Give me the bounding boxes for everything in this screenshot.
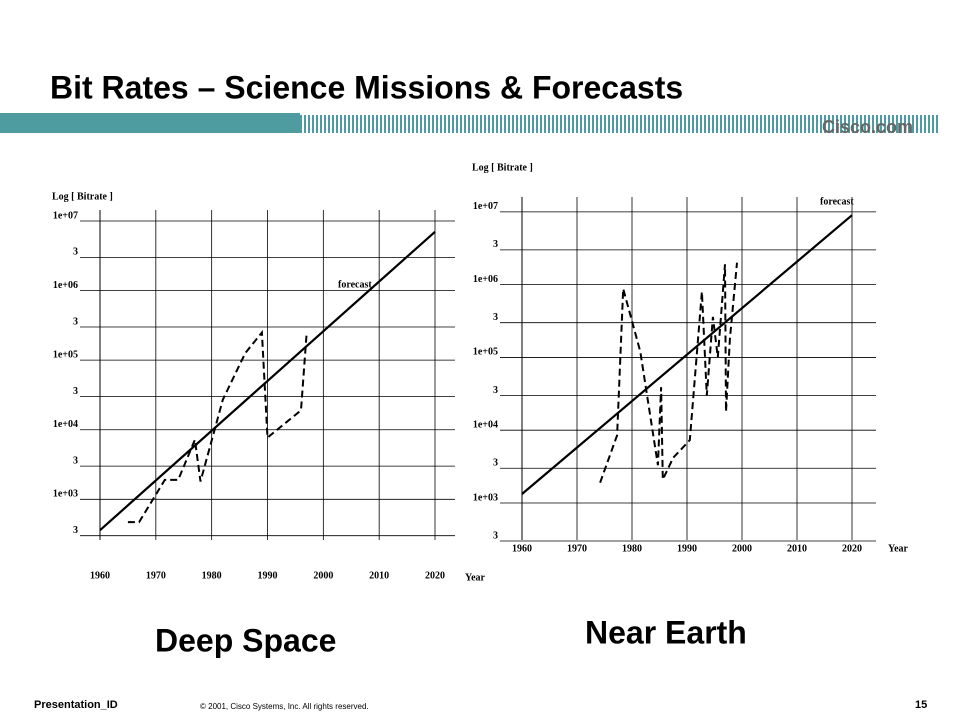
y-tick-label: 1e+04 — [473, 419, 498, 430]
y-tick-label: 3 — [493, 312, 498, 323]
x-tick-label: 2020 — [425, 570, 445, 581]
x-tick-label: 1980 — [202, 570, 222, 581]
x-tick-label: 2000 — [313, 570, 333, 581]
series-annotation: forecast — [338, 279, 372, 290]
charts: 3 1e+03 3 1e+04 3 1e+05 3 1e+06 3 1e+07 1960 1970 19… — [52, 162, 909, 658]
y-tick-label: 3 — [493, 239, 498, 250]
y-tick-label: 1e+06 — [53, 280, 78, 291]
chart-caption: Deep Space — [155, 622, 336, 658]
x-axis-label: Year — [465, 572, 486, 583]
header-stripes — [300, 115, 940, 133]
y-tick-label: 1e+07 — [53, 210, 78, 221]
y-axis-label: Log [ Bitrate ] — [52, 191, 113, 202]
y-tick-label: 1e+03 — [53, 489, 78, 500]
x-tick-label: 2000 — [732, 543, 752, 554]
slide-title: Bit Rates – Science Missions & Forecasts — [50, 69, 683, 105]
x-tick-label: 1980 — [622, 543, 642, 554]
y-tick-label: 3 — [73, 455, 78, 466]
y-axis-label: Log [ Bitrate ] — [472, 162, 533, 173]
series-line — [127, 329, 308, 524]
x-tick-label: 1970 — [146, 570, 166, 581]
x-tick-label: 2010 — [787, 543, 807, 554]
y-tick-label: 1e+07 — [473, 201, 498, 212]
y-tick-label: 3 — [73, 386, 78, 397]
page-number: 15 — [915, 699, 927, 711]
y-tick-label: 1e+05 — [473, 347, 498, 358]
y-tick-label: 3 — [73, 247, 78, 258]
series-line — [521, 214, 853, 495]
x-tick-label: 2020 — [842, 543, 862, 554]
series-annotation: forecast — [820, 196, 854, 207]
y-tick-label: 3 — [493, 458, 498, 469]
y-tick-label: 1e+05 — [53, 349, 78, 360]
header-band — [0, 113, 300, 133]
y-tick-label: 1e+04 — [53, 419, 78, 430]
brand: Cisco.com — [822, 117, 913, 137]
footer-left: Presentation_ID — [34, 699, 118, 711]
x-axis-label: Year — [888, 543, 909, 554]
y-tick-label: 1e+06 — [473, 274, 498, 285]
series-line — [599, 262, 738, 484]
series-line — [99, 230, 436, 532]
x-tick-label: 2010 — [369, 570, 389, 581]
y-tick-label: 3 — [73, 525, 78, 536]
chart-caption: Near Earth — [585, 614, 747, 650]
footer-center: © 2001, Cisco Systems, Inc. All rights r… — [200, 702, 369, 711]
y-tick-label: 3 — [493, 530, 498, 541]
x-tick-label: 1960 — [512, 543, 532, 554]
x-tick-label: 1990 — [677, 543, 697, 554]
y-tick-label: 1e+03 — [473, 492, 498, 503]
x-tick-label: 1970 — [567, 543, 587, 554]
x-tick-label: 1990 — [258, 570, 278, 581]
x-tick-label: 1960 — [90, 570, 110, 581]
y-tick-label: 3 — [73, 316, 78, 327]
y-tick-label: 3 — [493, 385, 498, 396]
